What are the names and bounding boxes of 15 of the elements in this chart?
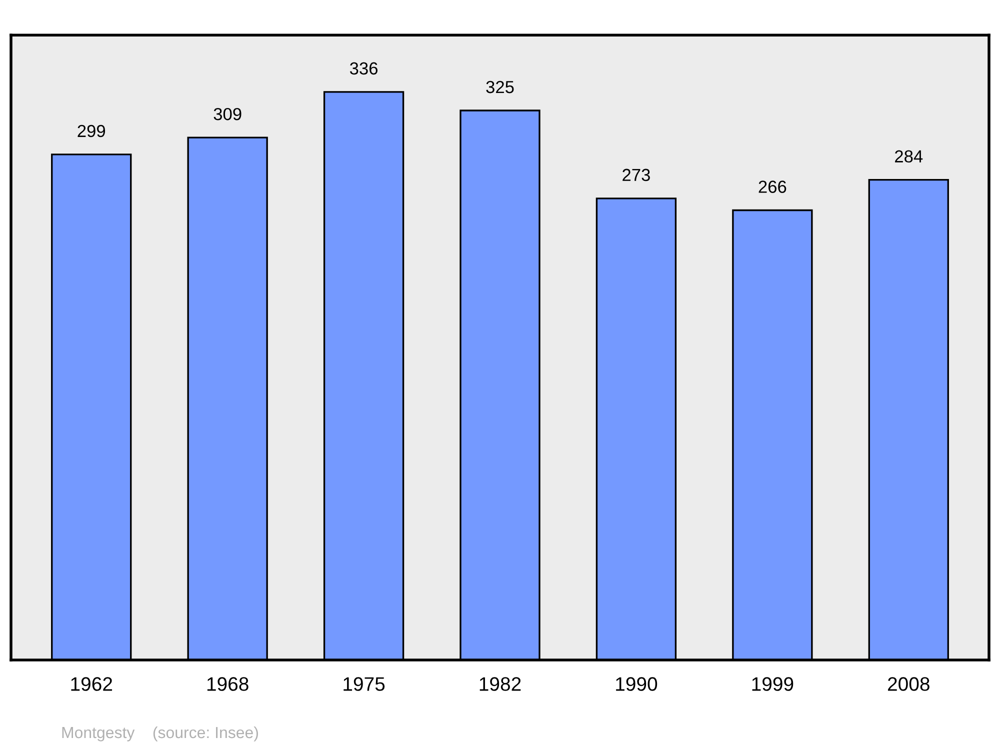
data-label: 299 xyxy=(78,124,106,138)
data-label: 309 xyxy=(214,108,242,120)
x-tick-label: 1975 xyxy=(344,677,385,691)
x-tick-label: 1990 xyxy=(616,677,658,691)
data-label: 284 xyxy=(895,150,923,163)
x-tick-label: 1982 xyxy=(480,677,521,691)
x-tick-label: 2008 xyxy=(888,677,930,691)
data-label: 325 xyxy=(486,80,514,94)
data-label: 336 xyxy=(350,62,378,75)
data-label: 266 xyxy=(758,180,786,193)
data-label: 273 xyxy=(622,168,650,182)
x-tick-label: 1968 xyxy=(207,677,248,691)
x-tick-label: 1999 xyxy=(752,677,794,691)
text: Montgesty (source: Insee) xyxy=(62,726,258,742)
x-tick-label: 1962 xyxy=(71,677,112,691)
